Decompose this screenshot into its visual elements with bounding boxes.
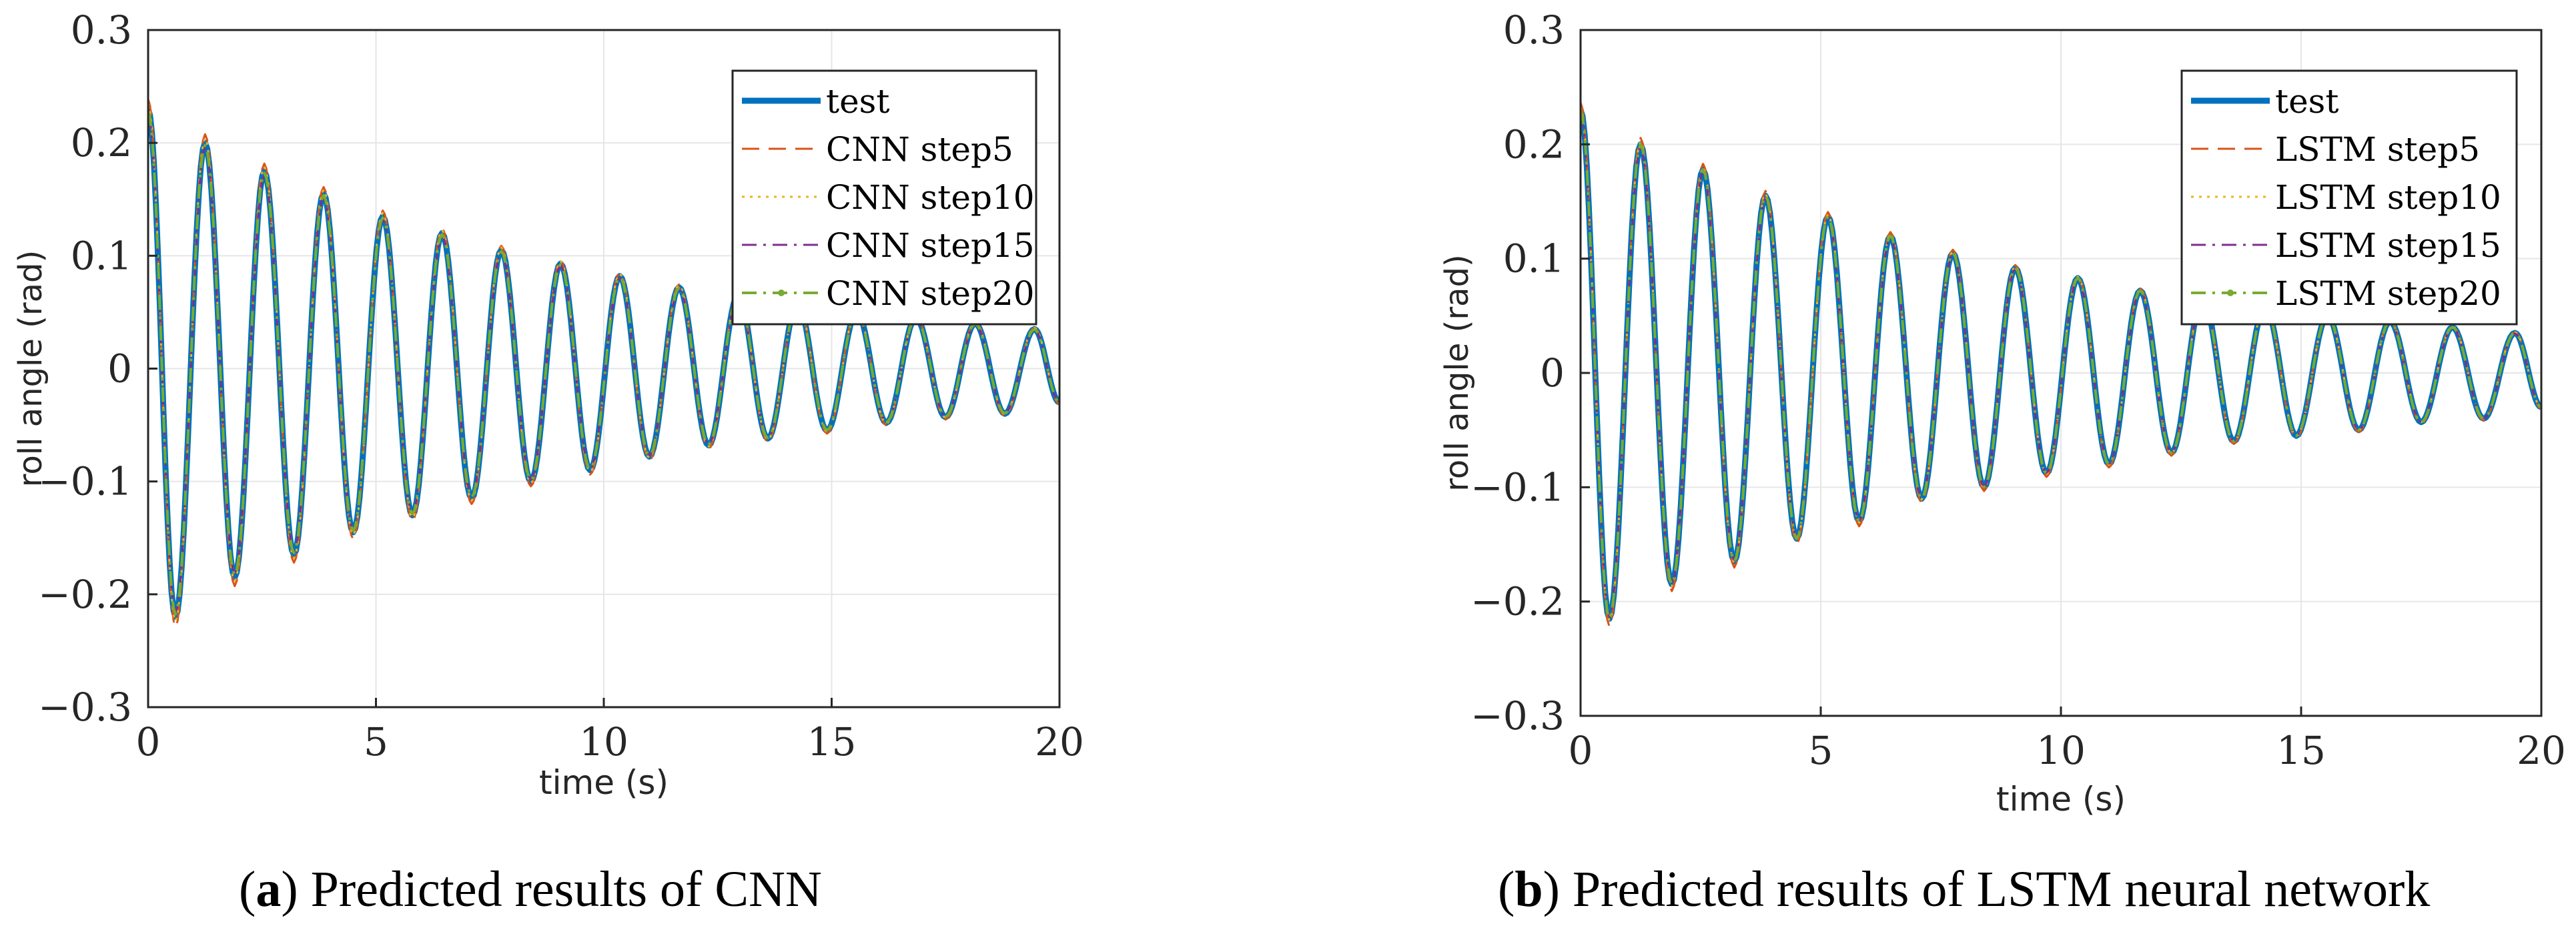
x-tick-label: 10 (2036, 728, 2086, 773)
x-tick-label: 0 (136, 719, 161, 765)
caption-b-label: b (1515, 861, 1543, 917)
x-tick-label: 5 (364, 719, 388, 765)
legend-marker (778, 290, 785, 296)
legend-marker (2227, 290, 2234, 296)
legend-label: CNN step15 (826, 226, 1035, 265)
y-axis-label: roll angle (rad) (12, 250, 49, 487)
y-tick-label: −0.1 (38, 459, 132, 504)
x-tick-label: 10 (579, 719, 628, 765)
chart-panel-b: 0 5 10 15 20 −0.3 −0.2 −0.1 0 0.1 0.2 0.3 time (s) ro… (1438, 7, 2566, 819)
y-tick-label: −0.3 (1470, 693, 1565, 739)
y-tick-label: 0.1 (1503, 236, 1565, 282)
y-tick-label: −0.2 (38, 572, 132, 617)
legend-box (2180, 69, 2518, 326)
y-tick-label: 0.2 (1503, 121, 1565, 167)
legend-label: LSTM step10 (2275, 178, 2501, 217)
x-tick-label: 15 (2276, 728, 2326, 773)
legend-label: LSTM step20 (2275, 274, 2501, 313)
y-tick-label: 0 (107, 346, 132, 392)
x-axis-label: time (s) (539, 763, 669, 802)
series-line-lstm-step20 (1581, 109, 2541, 620)
x-tick-label: 20 (2517, 728, 2566, 773)
legend-label: LSTM step5 (2275, 130, 2480, 169)
legend-label: LSTM step15 (2275, 226, 2501, 265)
y-tick-label: −0.3 (38, 684, 132, 730)
legend-label: test (2275, 82, 2338, 121)
y-tick-label: 0.1 (71, 233, 132, 278)
x-tick-label: 15 (807, 719, 857, 765)
y-tick-label: 0.2 (71, 120, 132, 165)
caption-a-label: a (256, 861, 282, 917)
x-tick-label: 5 (1809, 728, 1833, 773)
x-tick-label: 0 (1569, 728, 1593, 773)
series-group (1581, 102, 2541, 628)
legend-label: CNN step20 (826, 274, 1035, 313)
y-tick-label: 0 (1540, 350, 1565, 396)
caption-b: (b) Predicted results of LSTM neural net… (1498, 861, 2431, 917)
caption-a-text: ) Predicted results of CNN (281, 861, 822, 917)
y-tick-label: −0.2 (1470, 579, 1565, 624)
caption-a: (a) Predicted results of CNN (239, 861, 822, 917)
chart-panel-a: 0 5 10 15 20 −0.3 −0.2 −0.1 0 0.1 0.2 0.3 time (s) ro… (12, 7, 1084, 802)
legend-label: test (826, 82, 889, 121)
caption-b-text: ) Predicted results of LSTM neural netwo… (1543, 861, 2431, 917)
series-line-cnn-step20 (148, 111, 1059, 616)
y-tick-label: 0.3 (71, 7, 132, 53)
x-tick-label: 20 (1035, 719, 1084, 765)
legend-label: CNN step10 (826, 178, 1035, 217)
legend-label: CNN step5 (826, 130, 1013, 169)
x-axis-label: time (s) (1996, 780, 2126, 819)
y-tick-label: −0.1 (1470, 464, 1565, 510)
y-axis-label: roll angle (rad) (1438, 254, 1476, 491)
y-tick-label: 0.3 (1503, 7, 1565, 53)
